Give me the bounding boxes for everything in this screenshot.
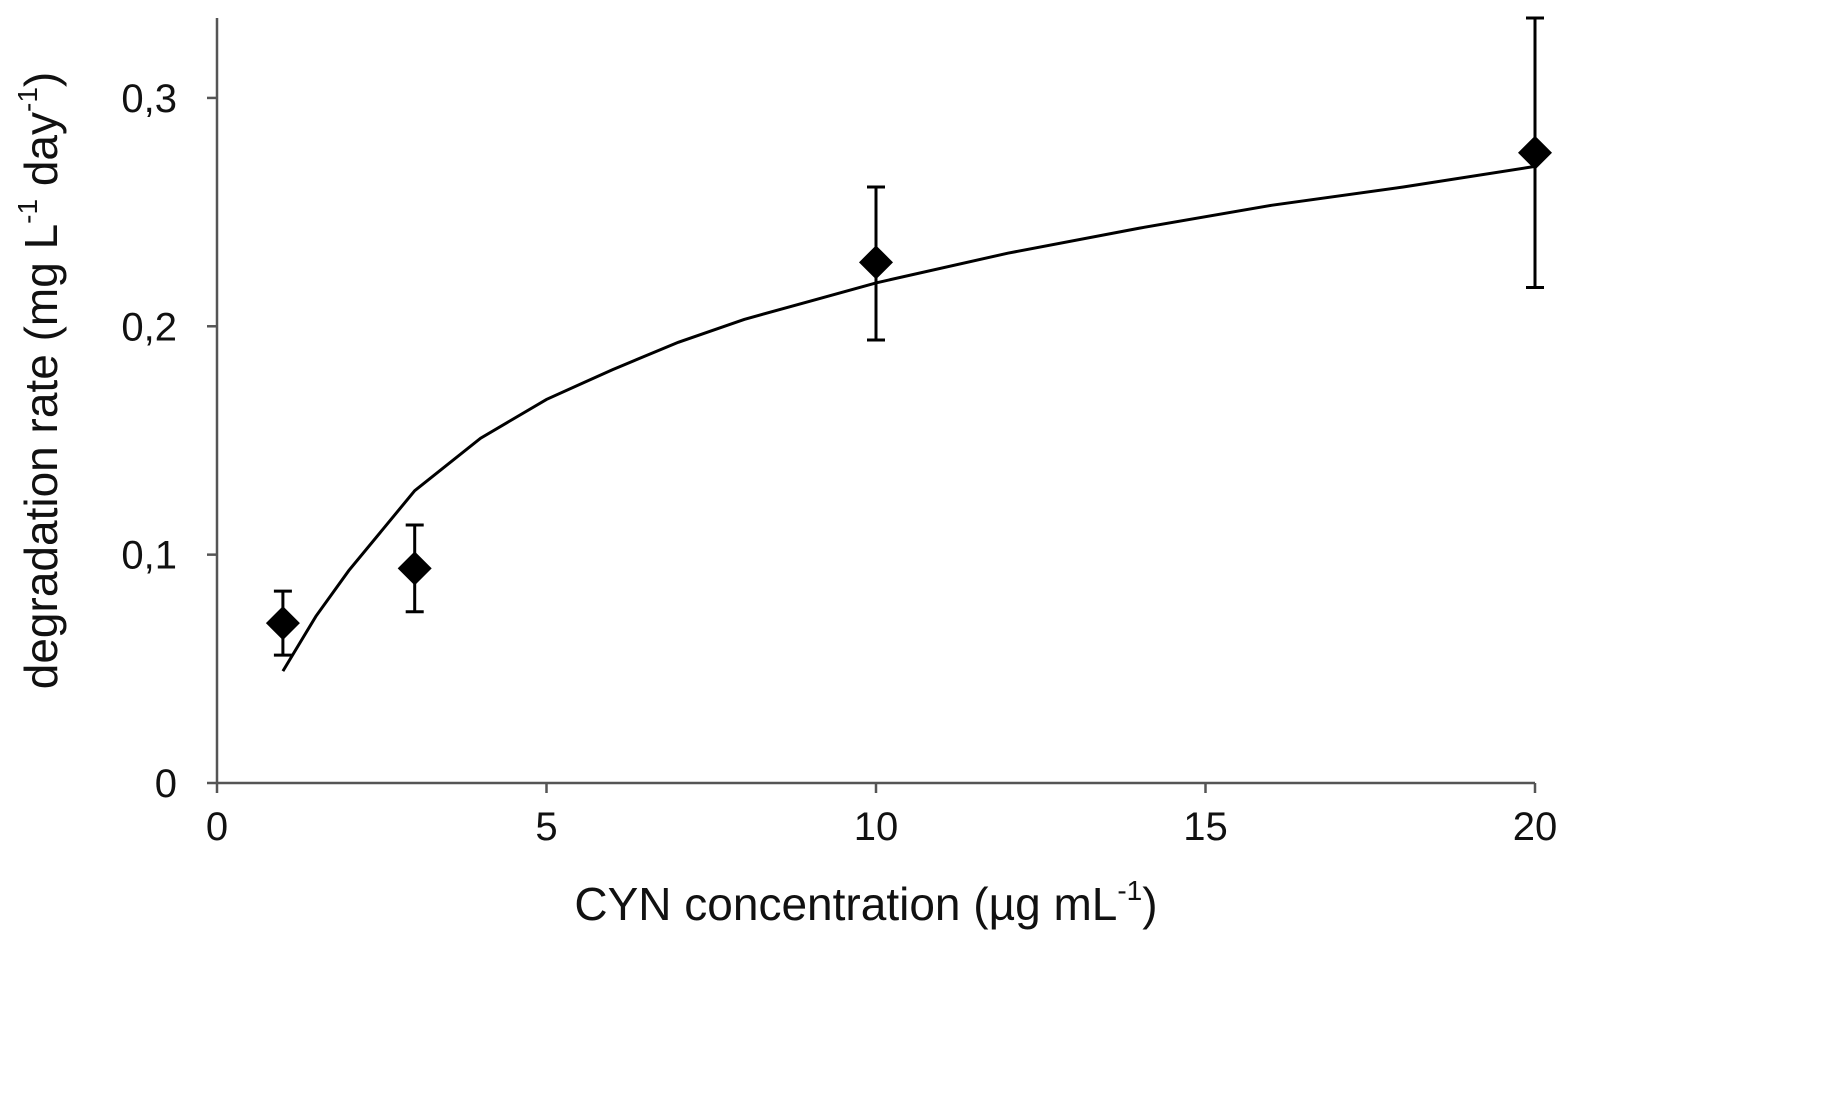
data-points [265, 135, 1552, 641]
x-tick-label-10: 10 [854, 805, 899, 849]
y-tick-label-0.3: 0,3 [121, 77, 177, 121]
y-axis-title: degradation rate (mg L-1 day-1) [12, 72, 67, 689]
y-axis-title-mid: day [15, 112, 67, 199]
data-point-1 [265, 606, 300, 641]
x-axis-title: CYN concentration (µg mL-1) [574, 875, 1157, 930]
y-tick-label-0: 0 [155, 762, 177, 806]
y-axis-title-end: ) [15, 72, 67, 87]
x-axis-title-main: CYN concentration (µg mL [574, 878, 1117, 930]
x-axis-title-sup: -1 [1117, 875, 1142, 906]
y-axis-title-sup2: -1 [12, 87, 43, 112]
data-point-10 [859, 245, 893, 280]
y-axis-title-sup1: -1 [12, 199, 43, 224]
tick-marks [207, 96, 1537, 793]
x-tick-label-20: 20 [1513, 805, 1558, 849]
y-axis-title-main: degradation rate (mg L [15, 224, 67, 689]
y-tick-label-0.1: 0,1 [121, 534, 177, 578]
tick-labels: 0 5 10 15 20 0 0,1 0,2 0,3 [121, 77, 1557, 849]
data-point-3 [397, 551, 432, 586]
x-tick-label-15: 15 [1183, 805, 1228, 849]
x-tick-label-0: 0 [206, 805, 228, 849]
axes [215, 18, 1535, 785]
error-bars [273, 16, 1544, 657]
data-point-20 [1518, 135, 1552, 170]
y-tick-label-0.2: 0,2 [121, 305, 177, 349]
x-axis-title-end: ) [1142, 878, 1157, 930]
fit-curve [281, 164, 1536, 672]
x-tick-label-5: 5 [535, 805, 557, 849]
